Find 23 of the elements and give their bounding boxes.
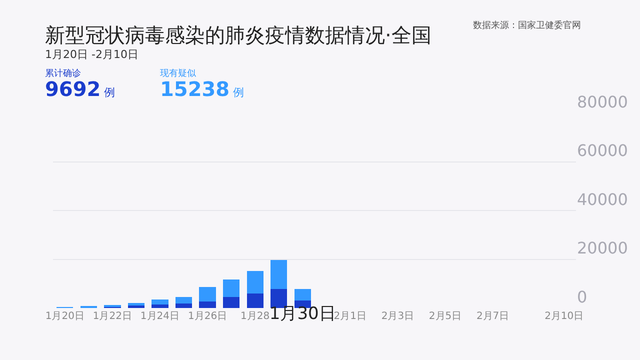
- text: 9692 例: [45, 77, 116, 101]
- text: 15238 例: [160, 77, 244, 101]
- x-tick-label: 2月10日: [544, 311, 584, 322]
- x-tick-label: 1月26日: [188, 311, 228, 322]
- y-tick-label: 20000: [577, 238, 628, 258]
- y-tick-label: 60000: [577, 141, 628, 160]
- text: 累计确诊: [45, 68, 81, 79]
- x-tick-label: 2月1日: [334, 311, 367, 322]
- x-tick-label: 2月5日: [428, 311, 462, 322]
- x-tick-label: 2月3日: [381, 311, 414, 322]
- source-note: 数据来源：国家卫健委官网: [473, 20, 581, 31]
- text: 现有疑似: [160, 68, 196, 79]
- x-tick-label: 1月20日: [45, 311, 84, 322]
- y-tick-label: 0: [577, 287, 588, 306]
- x-tick-label: 1月30日: [269, 304, 336, 324]
- x-tick-label: 1月22日: [92, 311, 132, 322]
- y-tick-label: 40000: [577, 190, 628, 209]
- x-tick-label: 2月7日: [476, 311, 510, 322]
- chart-title: 新型冠状病毒感染的肺炎疫情数据情况·全国: [45, 23, 432, 47]
- x-tick-label: 1月28: [240, 311, 270, 322]
- chart-subtitle: 1月20日 -2月10日: [45, 48, 138, 61]
- y-tick-label: 80000: [577, 92, 628, 112]
- x-tick-label: 1月24日: [140, 311, 180, 322]
